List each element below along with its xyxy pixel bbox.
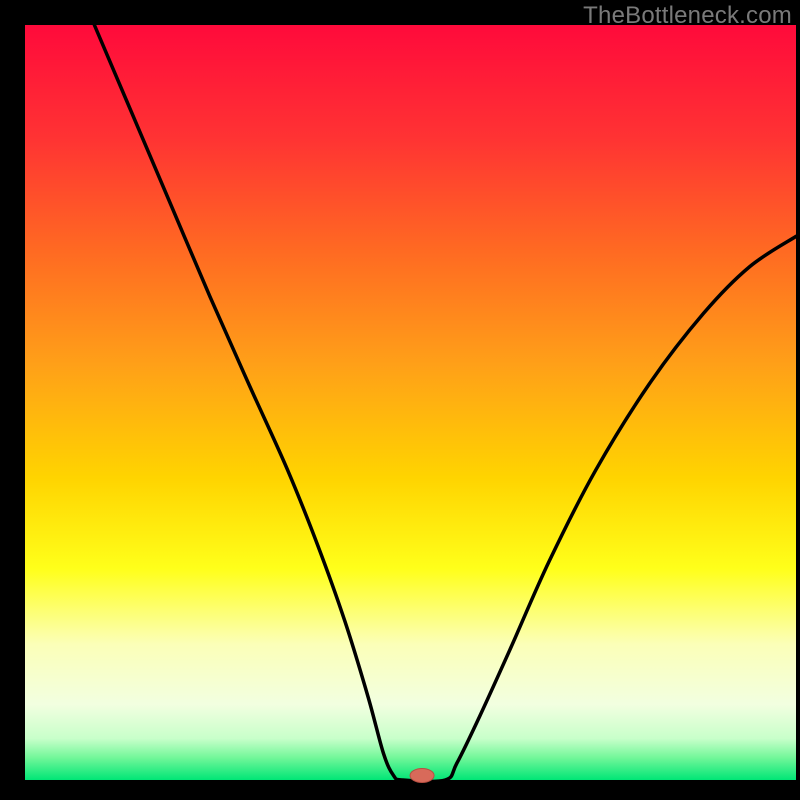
bottleneck-chart <box>0 0 800 800</box>
watermark-text: TheBottleneck.com <box>583 2 792 30</box>
bottleneck-marker <box>410 768 434 782</box>
chart-plot-bg <box>25 25 796 780</box>
chart-container: TheBottleneck.com <box>0 0 800 800</box>
